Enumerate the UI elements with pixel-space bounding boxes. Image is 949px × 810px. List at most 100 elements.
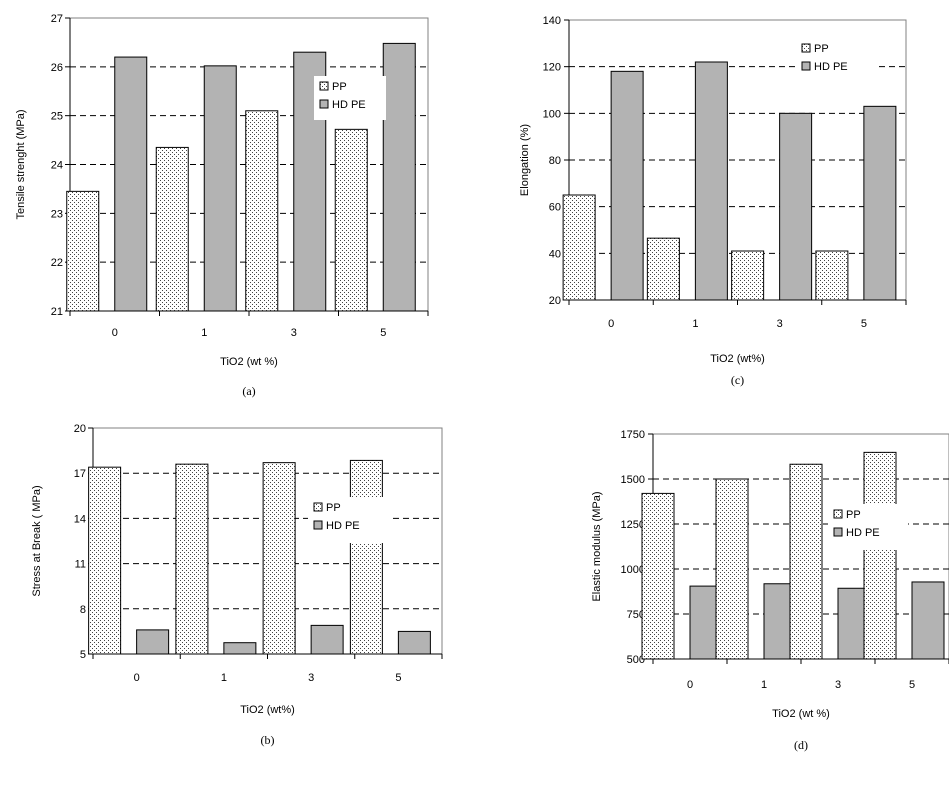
y-axis-label: Stress at Break ( MPa): [31, 485, 43, 596]
bar-hdpe-0: [114, 56, 148, 312]
y-tick-label: 26: [51, 62, 63, 74]
bar-pp-0: [562, 194, 596, 301]
legend: PP HD PE: [314, 76, 386, 120]
y-tick-label: 120: [543, 62, 561, 74]
y-tick-label: 14: [74, 513, 86, 525]
bar-hdpe-1: [694, 61, 728, 301]
x-tick-label: 0: [134, 672, 140, 684]
bar-pp-5: [334, 128, 368, 312]
panel-label: (d): [794, 738, 808, 752]
y-tick-label: 22: [51, 257, 63, 269]
y-tick-label: 80: [549, 155, 561, 167]
x-tick-label: 1: [761, 679, 767, 691]
legend-swatch: [319, 81, 329, 91]
legend-entry: HD PE: [332, 99, 366, 111]
legend-entry: HD PE: [814, 61, 848, 73]
y-axis-label: Elongation (%): [519, 124, 531, 196]
bar-hdpe-3: [310, 624, 344, 655]
x-tick-label: 3: [308, 672, 314, 684]
y-tick-label: 20: [74, 423, 86, 435]
y-tick-label: 1500: [621, 474, 645, 486]
bar-pp-3: [245, 110, 279, 312]
bar-hdpe-5: [382, 42, 416, 312]
x-tick-label: 3: [777, 318, 783, 330]
bar-pp-3: [262, 462, 296, 655]
y-tick-label: 40: [549, 248, 561, 260]
y-tick-label: 1250: [621, 519, 645, 531]
panel-label: (a): [242, 384, 255, 398]
x-tick-label: 5: [861, 318, 867, 330]
x-tick-label: 5: [909, 679, 915, 691]
y-tick-label: 140: [543, 15, 561, 27]
legend-swatch: [801, 61, 811, 71]
bar-hdpe-0: [610, 70, 644, 301]
bar-hdpe-5: [911, 581, 945, 660]
bar-pp-0: [66, 190, 100, 312]
x-tick-label: 1: [221, 672, 227, 684]
bar-hdpe-0: [136, 629, 170, 655]
bar-pp-3: [731, 250, 765, 301]
legend-swatch: [313, 502, 323, 512]
y-tick-label: 21: [51, 306, 63, 318]
y-tick-label: 24: [51, 160, 63, 172]
y-axis-label: Tensile strenght (MPa): [15, 109, 27, 219]
y-tick-label: 1750: [621, 429, 645, 441]
bar-hdpe-5: [863, 105, 897, 301]
legend-swatch: [833, 527, 843, 537]
panel-label: (c): [731, 373, 744, 387]
legend-entry: PP: [332, 81, 347, 93]
x-tick-label: 1: [692, 318, 698, 330]
bar-hdpe-1: [203, 65, 237, 312]
x-tick-label: 1: [201, 327, 207, 339]
chart-panel-d: 500 750 1000 1250 1500 1750 0 1 3 5 TiO2 (wt %) (d)…: [591, 429, 949, 752]
y-axis-label: Elastic modulus (MPa): [591, 491, 603, 601]
legend: PP HD PE: [796, 38, 876, 80]
bar-pp-0: [641, 492, 675, 660]
y-tick-label: 23: [51, 208, 63, 220]
bar-pp-5: [349, 459, 383, 655]
y-tick-label: 1000: [621, 564, 645, 576]
legend-swatch: [833, 509, 843, 519]
legend-entry: PP: [326, 502, 341, 514]
x-tick-label: 0: [687, 679, 693, 691]
chart-panel-b: 5 8 11 14 17 20 0 1 3 5 TiO2 (wt%) (b) Stress at Bre…: [31, 423, 443, 747]
legend-entry: HD PE: [326, 520, 360, 532]
y-tick-label: 5: [80, 649, 86, 661]
bar-pp-1: [715, 478, 749, 660]
x-tick-label: 0: [608, 318, 614, 330]
x-axis-label: TiO2 (wt%): [240, 704, 295, 716]
legend: PP HD PE: [828, 504, 908, 550]
x-axis-label: TiO2 (wt %): [772, 708, 830, 720]
x-tick-label: 3: [291, 327, 297, 339]
legend-swatch: [313, 520, 323, 530]
y-tick-label: 750: [627, 609, 645, 621]
chart-panel-c: 20 40 60 80 100 120 140 0 1 3 5 TiO2 (wt%) (c) Elonga…: [519, 15, 907, 387]
y-tick-label: 500: [627, 654, 645, 666]
legend-entry: HD PE: [846, 527, 880, 539]
y-tick-label: 11: [75, 559, 86, 571]
legend-swatch: [319, 99, 329, 109]
x-tick-label: 0: [112, 327, 118, 339]
chart-panel-a: 21 22 23 24 25 26 27 0 1 3 5 TiO2 (wt %) (a) Tensile …: [15, 13, 429, 398]
y-tick-label: 60: [549, 202, 561, 214]
y-tick-label: 100: [543, 108, 561, 120]
bar-pp-1: [155, 146, 189, 312]
bar-pp-1: [175, 463, 209, 655]
bar-pp-1: [646, 237, 680, 301]
bar-pp-5: [863, 451, 897, 660]
y-tick-label: 8: [80, 604, 86, 616]
legend-entry: PP: [814, 43, 829, 55]
bar-hdpe-5: [397, 630, 431, 655]
x-axis-label: TiO2 (wt %): [220, 356, 278, 368]
x-tick-label: 3: [835, 679, 841, 691]
y-tick-label: 25: [51, 111, 63, 123]
x-tick-label: 5: [380, 327, 386, 339]
x-axis-label: TiO2 (wt%): [710, 353, 765, 365]
bar-hdpe-3: [779, 112, 813, 301]
bar-pp-0: [88, 466, 122, 655]
legend-swatch: [801, 43, 811, 53]
legend-entry: PP: [846, 509, 861, 521]
y-tick-label: 17: [74, 468, 86, 480]
bar-pp-3: [789, 463, 823, 660]
